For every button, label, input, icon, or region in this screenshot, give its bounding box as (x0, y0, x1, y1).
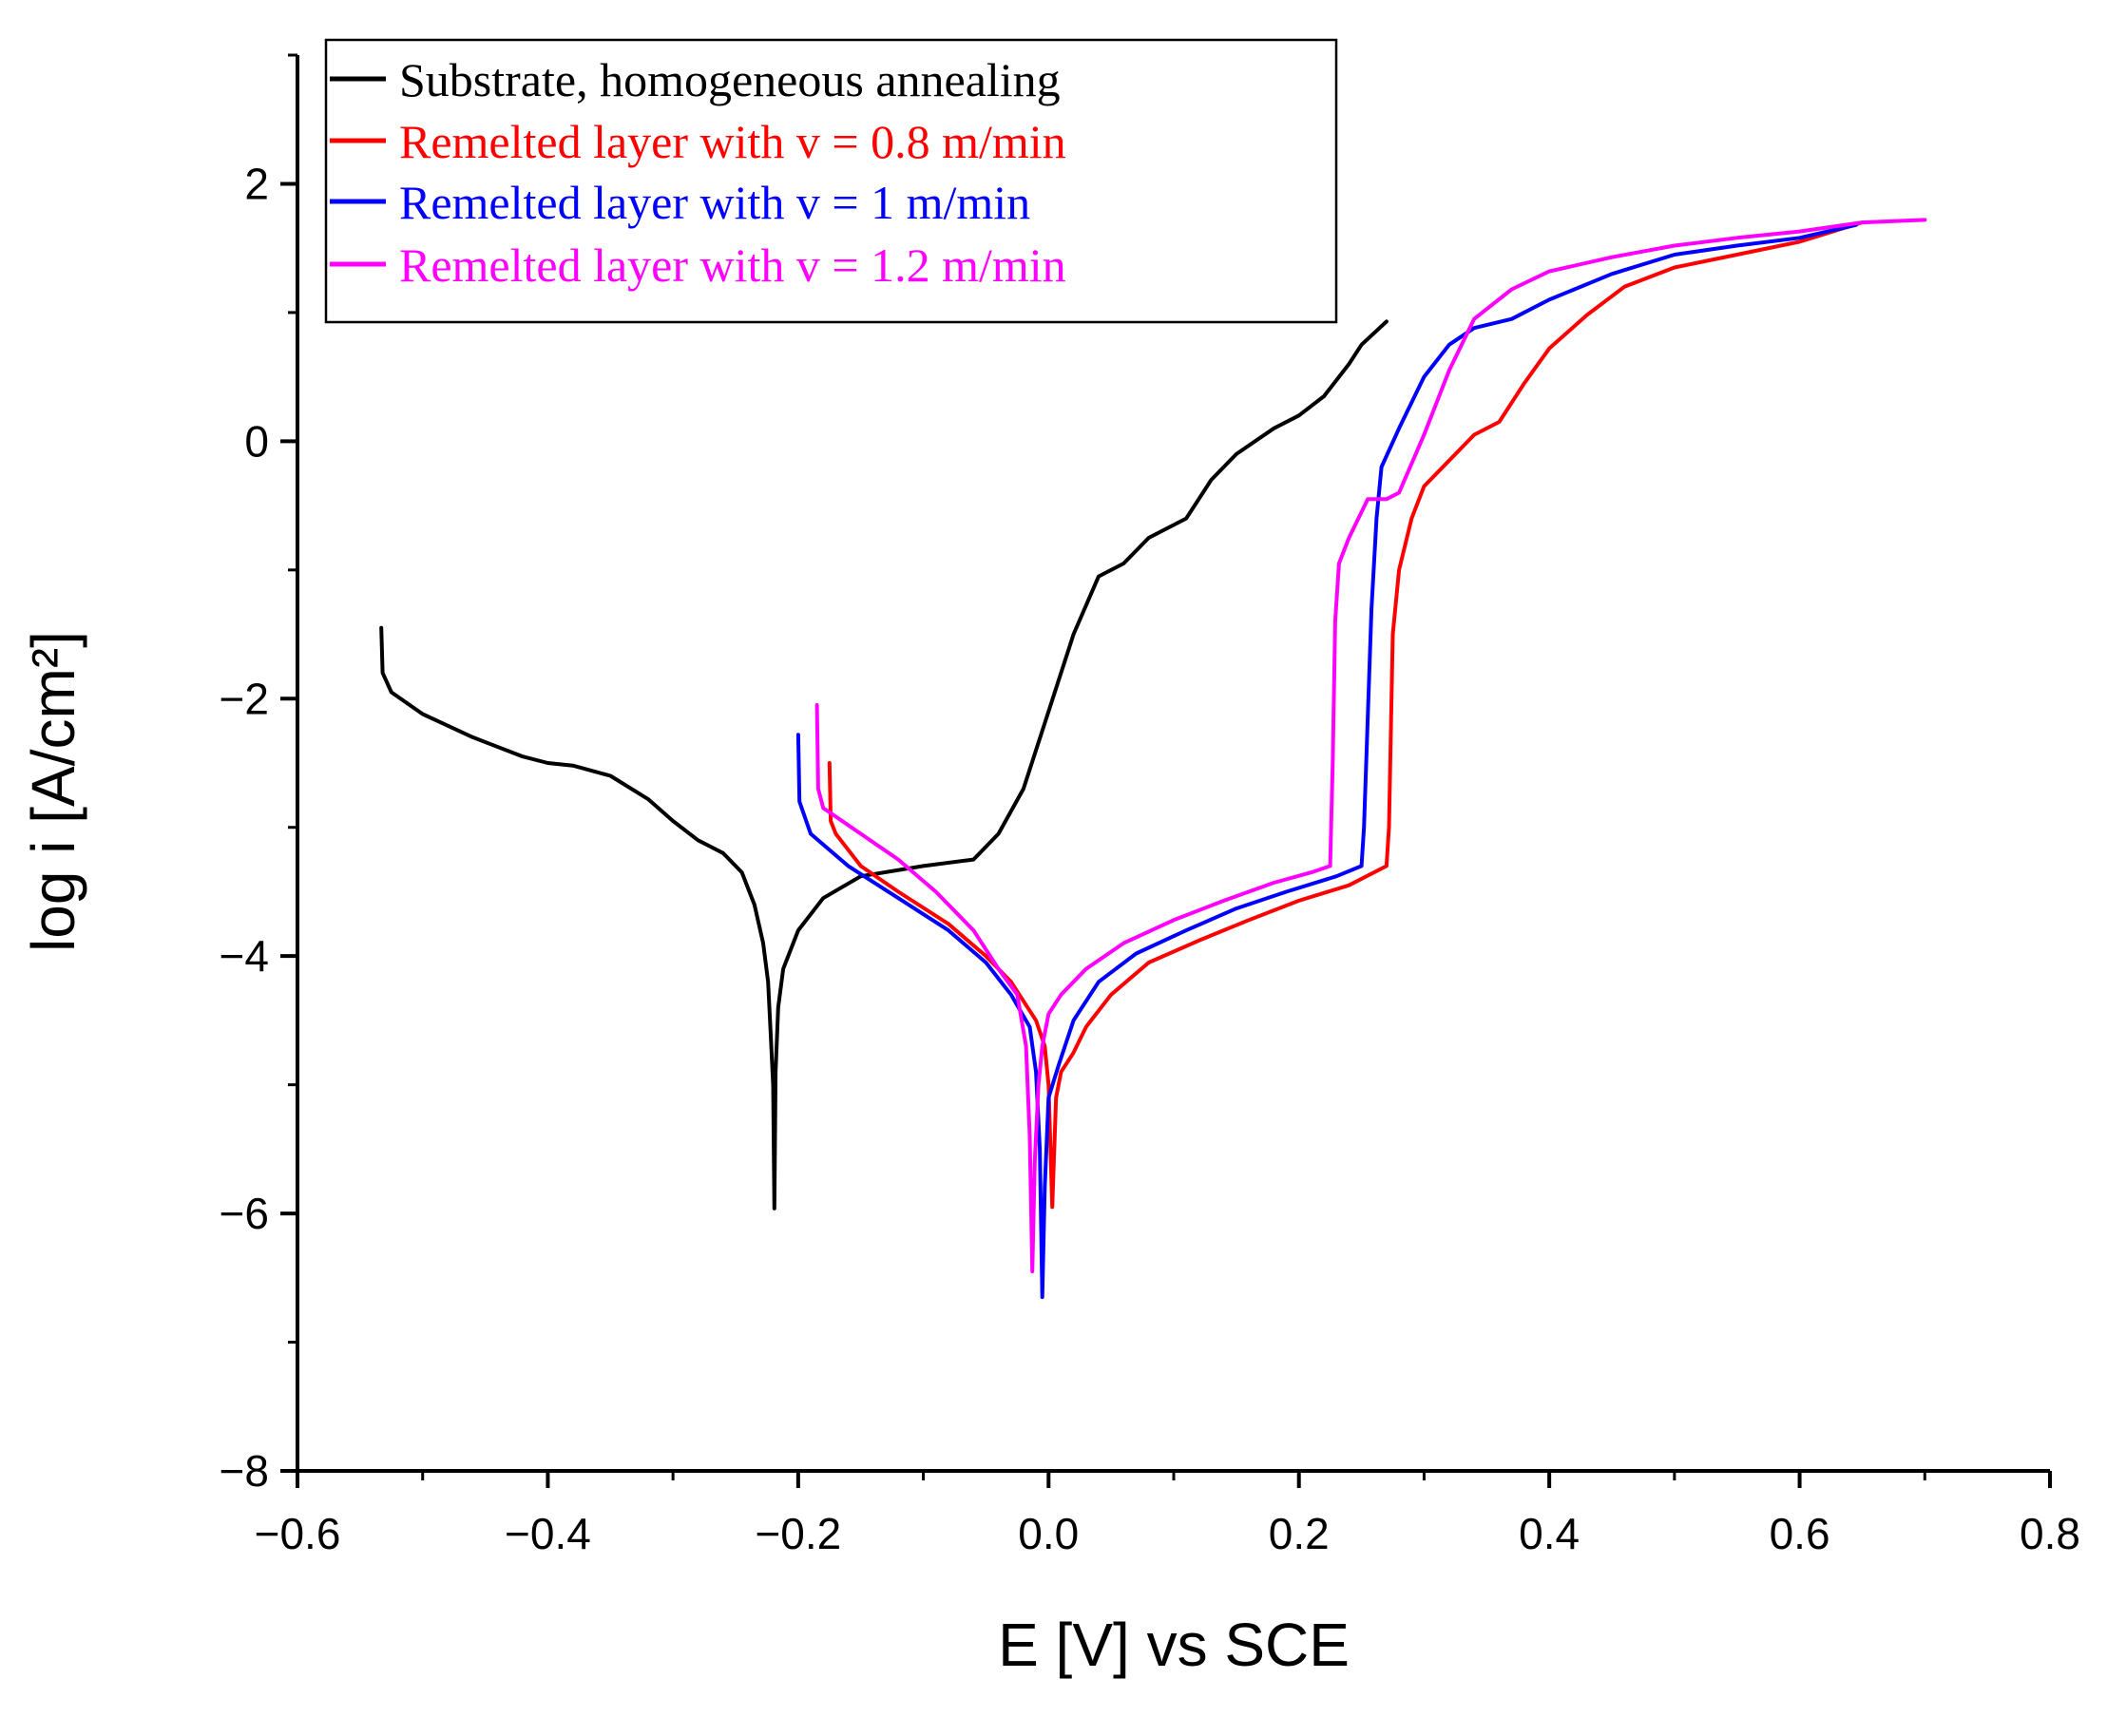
ticks-layer: −0.6 −0.4 −0.2 0.0 0.2 0.4 0.6 0.8 −8 −6 −4 −2 0 2 (220, 53, 2080, 1558)
y-tick-label: −6 (220, 1189, 269, 1238)
x-tick-label: −0.2 (755, 1509, 841, 1558)
y-tick-label: −4 (220, 931, 269, 981)
x-axis-title: E [V] vs SCE (998, 1611, 1350, 1679)
series-line-3 (814, 218, 1927, 1273)
legend-label-3: Remelted layer with v = 1.2 m/min (399, 238, 1066, 292)
series-layer (379, 218, 1927, 1300)
x-tick-label: 0.8 (2020, 1509, 2080, 1558)
legend-label-2: Remelted layer with v = 1 m/min (399, 176, 1030, 229)
legend-box (324, 38, 1338, 324)
x-tick-label: 0.2 (1269, 1509, 1330, 1558)
x-tick-label: −0.6 (255, 1509, 341, 1558)
y-tick-label: −2 (220, 674, 269, 723)
x-tick-label: 0.6 (1770, 1509, 1830, 1558)
x-tick-label: −0.4 (505, 1509, 591, 1558)
legend: Substrate, homogeneous annealing Remelted… (324, 38, 1338, 324)
series-line-0 (379, 319, 1389, 1211)
y-tick-label: 0 (244, 416, 269, 466)
y-tick-label: −8 (220, 1446, 269, 1496)
legend-label-1: Remelted layer with v = 0.8 m/min (399, 115, 1066, 168)
y-tick-label: 2 (244, 159, 269, 208)
series-line-2 (795, 222, 1858, 1300)
x-tick-label: 0.0 (1018, 1509, 1079, 1558)
legend-label-0: Substrate, homogeneous annealing (399, 53, 1061, 106)
y-axis-title: log i [A/cm²] (19, 631, 87, 952)
x-tick-label: 0.4 (1519, 1509, 1580, 1558)
